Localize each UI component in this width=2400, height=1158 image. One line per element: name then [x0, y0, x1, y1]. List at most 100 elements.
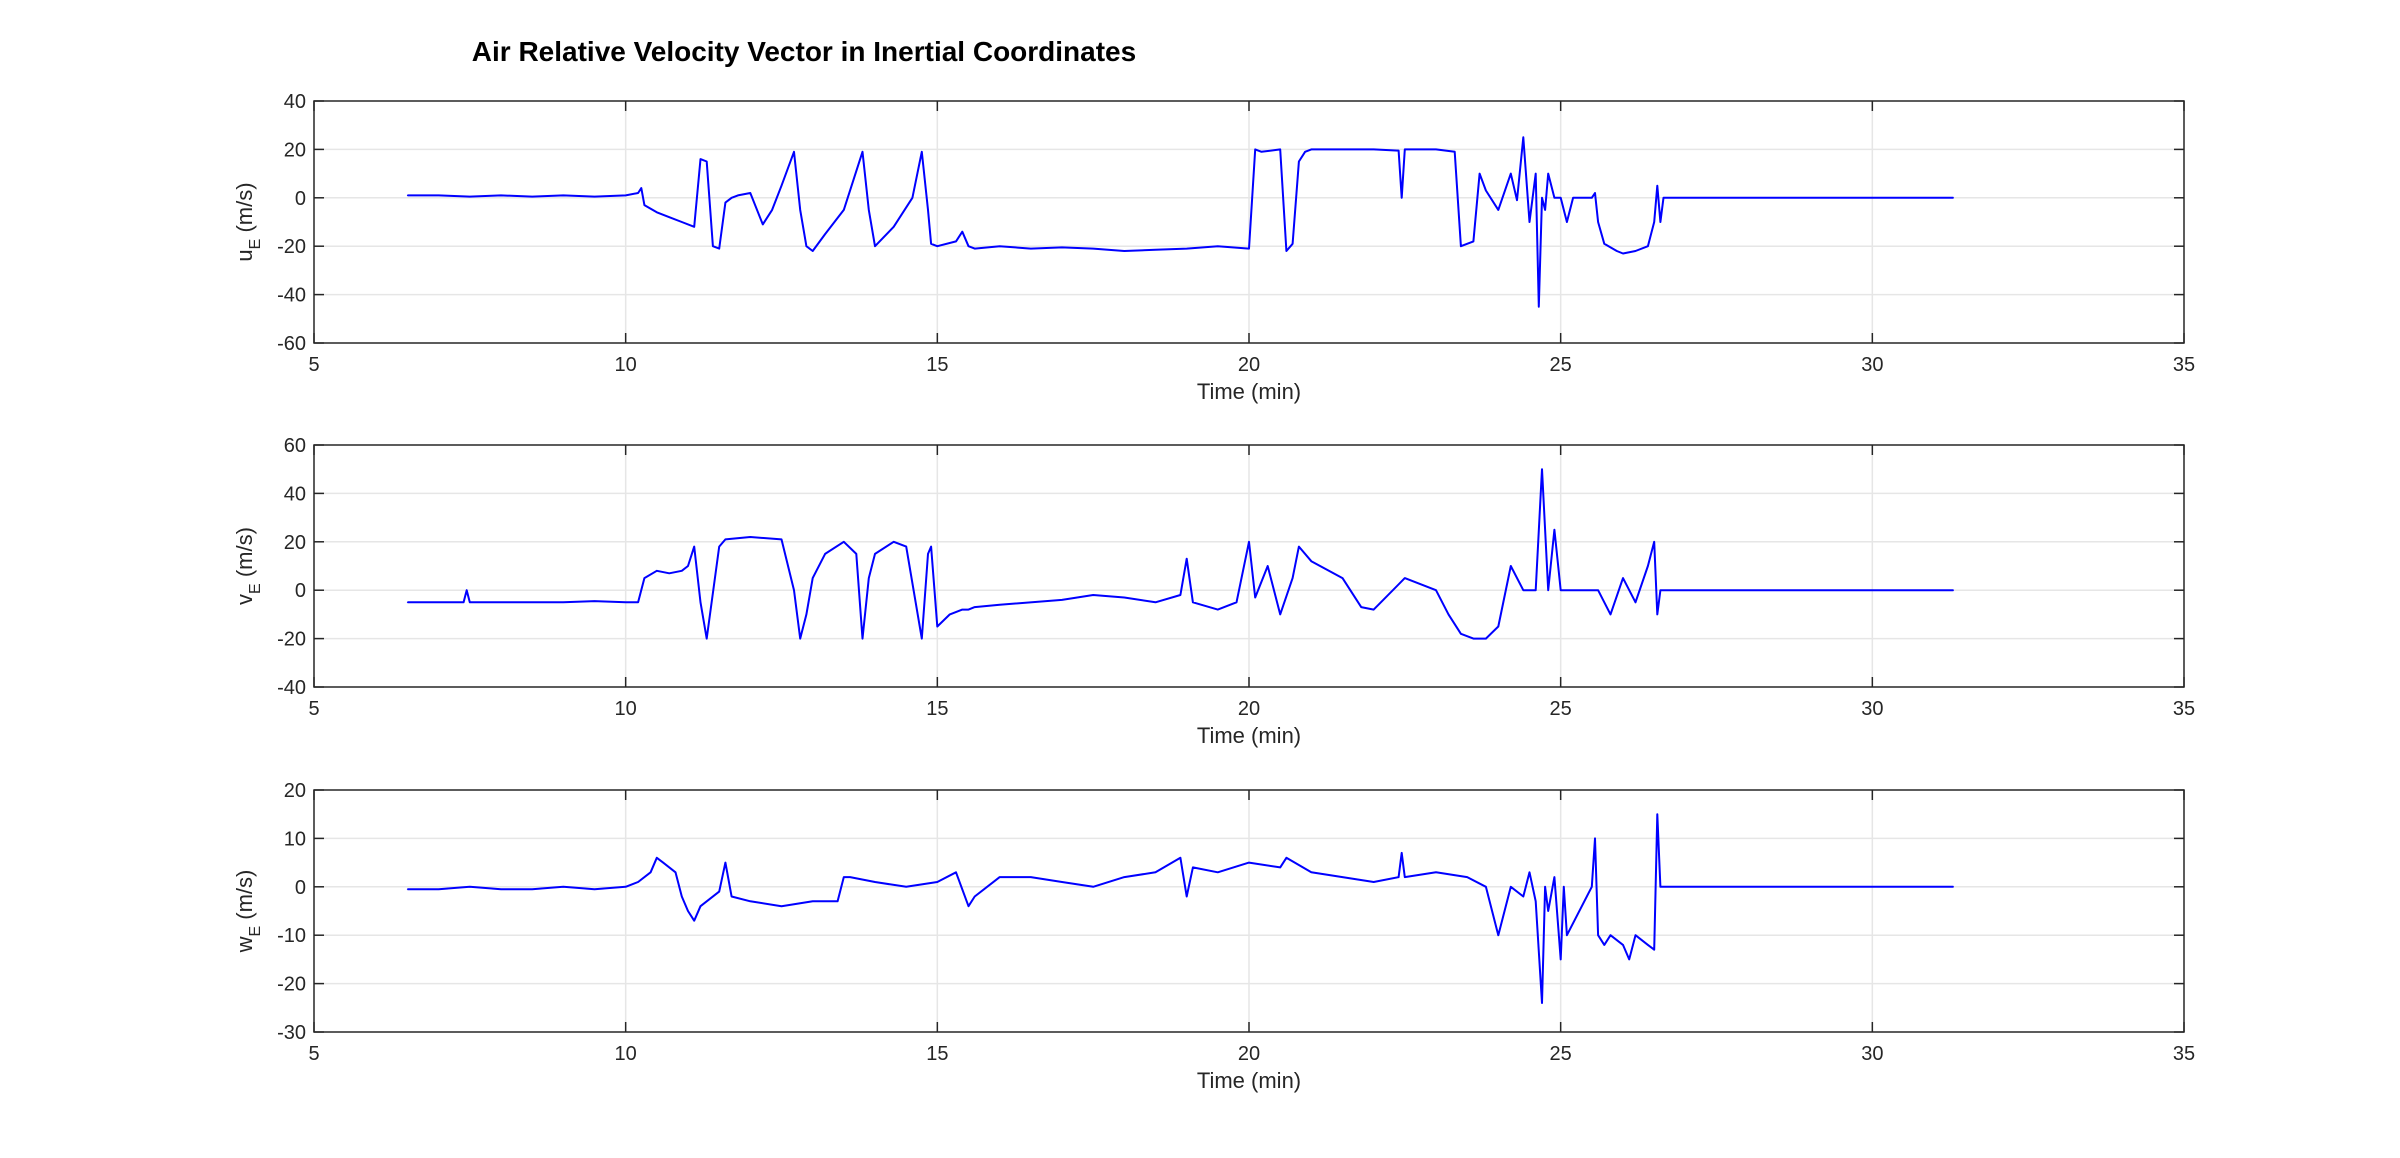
subplot-1-data-point	[1647, 245, 1649, 247]
subplot-1-data-point	[1597, 221, 1599, 223]
subplot-1-data-point	[999, 245, 1001, 247]
subplot-3-data-point	[849, 876, 851, 878]
subplot-3-data-point	[1647, 944, 1649, 946]
subplot-3-data-point	[1497, 934, 1499, 936]
subplot-2-y-tick-label: 20	[284, 532, 306, 554]
subplot-1-data-point	[737, 194, 739, 196]
subplot-3-data-point	[1192, 866, 1194, 869]
subplot-1-data-point	[1662, 197, 1665, 199]
subplot-2-data-point	[949, 613, 951, 616]
subplot-3-x-tick-label: 35	[2173, 1043, 2195, 1065]
subplot-3-data-point	[718, 891, 720, 893]
subplot-1-data-point	[780, 185, 783, 187]
subplot-1-data-point	[1304, 151, 1306, 153]
subplot-2-data-point	[1485, 638, 1487, 640]
subplot-1-data-point	[438, 194, 440, 196]
subplot-1-data-point	[1279, 148, 1281, 150]
subplot-3-data-point	[837, 900, 839, 902]
subplot-3-data-point	[1435, 871, 1437, 873]
subplot-3-x-tick-label: 25	[1550, 1043, 1572, 1065]
subplot-1-data-point	[668, 216, 670, 218]
subplot-2-data-point	[1653, 541, 1655, 543]
subplot-3-data-point	[874, 881, 876, 883]
subplot-1-data-point	[1217, 245, 1219, 247]
subplot-1-data-point	[406, 194, 409, 196]
subplot-1-data-point	[1538, 306, 1540, 308]
subplot-1-data-point	[1516, 199, 1518, 201]
subplot-2-data-point	[905, 546, 907, 548]
subplot-1-data-point	[1653, 221, 1655, 223]
subplot-3-data-point	[531, 888, 533, 890]
subplot-2-data-point	[1154, 601, 1157, 603]
subplot-1-data-point	[1528, 221, 1531, 223]
subplot-2-data-point	[1472, 638, 1474, 640]
subplot-2-data-point	[1292, 577, 1294, 579]
subplot-2-data-point	[1217, 609, 1219, 611]
subplot-1-data-point	[699, 158, 702, 160]
subplot-2-data-point	[1235, 601, 1238, 603]
subplot-2-data-point	[706, 638, 708, 640]
subplot-3-data-point	[668, 866, 670, 869]
subplot-1-data-point	[1454, 151, 1456, 153]
subplot-1-data-point	[1479, 173, 1481, 175]
subplot-2-data-point	[643, 577, 646, 579]
subplot-2-data-point	[1310, 560, 1312, 562]
subplot-1-data-point	[1292, 243, 1294, 245]
subplot-1-data-point	[1603, 243, 1605, 245]
subplot-3-data-point	[1563, 886, 1565, 888]
subplot-1-y-axis-label: uE (m/s)	[232, 182, 264, 261]
subplot-1-data-point	[712, 245, 714, 247]
subplot-2-data-point	[668, 572, 670, 574]
subplot-3-y-tick-label: -30	[277, 1022, 306, 1044]
subplot-1-data-point	[681, 221, 683, 223]
subplot-1-data-point	[1260, 151, 1263, 153]
subplot-2-data-point	[1659, 589, 1661, 591]
subplot-2-data-point	[868, 577, 870, 579]
subplot-3-data-point	[1466, 876, 1468, 878]
subplot-2-data-point	[824, 553, 826, 555]
subplot-3-data-point	[1179, 857, 1181, 859]
subplot-3-data-point	[1591, 886, 1593, 888]
subplot-3-series-line	[407, 813, 1954, 1004]
subplot-2-data-point	[466, 589, 468, 591]
subplot-2-data-point	[625, 601, 627, 603]
subplot-3-data-point	[1485, 886, 1487, 888]
subplot-3-data-point	[1541, 1002, 1543, 1004]
subplot-1-data-point	[1566, 221, 1568, 223]
subplot-3-data-point	[1656, 813, 1658, 815]
subplot-3-y-axis-label: wE (m/s)	[232, 870, 264, 954]
subplot-2-data-point	[593, 600, 596, 602]
subplot-2-data-point	[438, 601, 440, 603]
subplot-3-data-point	[681, 895, 683, 898]
subplot-2-data-point	[930, 546, 932, 548]
subplot-3-data-point	[438, 888, 440, 890]
subplot-2-data-point	[1373, 609, 1375, 611]
subplot-3-data-point	[1401, 852, 1403, 854]
subplot-3-data-point	[967, 905, 970, 907]
subplot-2-data-point	[967, 609, 970, 611]
subplot-2-x-tick-label: 15	[926, 698, 948, 720]
subplot-2-data-point	[500, 601, 502, 603]
subplot-2-data-point	[699, 601, 702, 603]
subplot-2-data-point	[1186, 558, 1188, 560]
subplot-2-data-point	[1647, 565, 1649, 567]
subplot-1-data-point	[1656, 185, 1658, 187]
subplot-1-y-tick-label: -20	[277, 236, 306, 258]
subplot-1-x-tick-label: 15	[926, 354, 948, 376]
subplot-3-y-tick-label: -10	[277, 925, 306, 947]
subplot-2-y-tick-label: 60	[284, 435, 306, 457]
subplot-2-data-point	[961, 609, 963, 611]
subplot-1-data-point	[1310, 148, 1312, 150]
subplot-2-x-tick-label: 10	[615, 698, 637, 720]
subplot-1-data-point	[1401, 197, 1403, 199]
subplot-3-data-point	[749, 900, 751, 902]
subplot-1-data-point	[812, 250, 814, 252]
subplot-2-data-point	[1634, 601, 1637, 603]
subplot-2-data-point	[1092, 594, 1094, 596]
subplot-3-data-point	[1653, 949, 1655, 951]
subplot-1-data-point	[843, 209, 845, 211]
subplot-3-data-point	[1566, 934, 1568, 936]
subplot-1-data-point	[1373, 148, 1375, 150]
figure-title: Air Relative Velocity Vector in Inertial…	[471, 36, 1137, 67]
